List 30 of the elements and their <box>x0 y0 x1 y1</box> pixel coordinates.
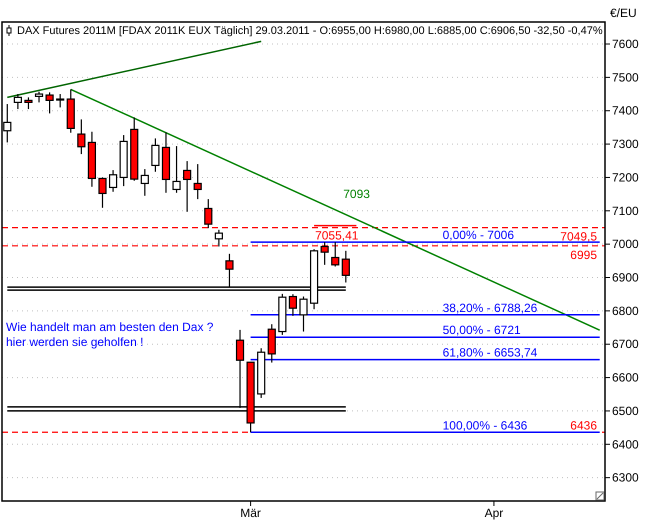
annotation: hier werden sie geholfen ! <box>6 335 144 349</box>
y-tick-label: 7500 <box>612 70 640 84</box>
ref-line-label: 6436 <box>570 418 598 432</box>
y-tick-label: 7200 <box>612 170 640 184</box>
series-label: 7093 <box>343 186 370 201</box>
y-tick-label: 7400 <box>612 104 640 118</box>
chart-subtitle: DAX Futures 2011M [FDAX 2011K EUX Täglich] 29.03.2011 - O:6955,00 H:6980,00 L:6885,00 C:6906,50 -32,50 -0,47% <box>17 25 603 37</box>
y-tick-label: 6300 <box>612 470 640 485</box>
series-label: 100,00% - 6436 <box>442 418 528 432</box>
annotation: Wie handelt man am besten den Dax ? <box>6 320 214 334</box>
x-tick-label: Mär <box>240 506 261 520</box>
y-tick-label: 7300 <box>612 137 640 152</box>
y-tick-label: 6800 <box>612 304 640 318</box>
series-label: 7055,41 <box>315 228 359 243</box>
ref-line-label: 7049,5 <box>560 230 598 244</box>
series-label: 38,20% - 6788,26 <box>442 300 538 315</box>
y-tick-label: 7100 <box>612 204 640 218</box>
x-tick-label: Apr <box>484 506 504 520</box>
y-tick-label: 7000 <box>612 237 640 252</box>
y-tick-label: 6900 <box>612 270 640 285</box>
y-tick-label: 6700 <box>612 337 640 352</box>
y-tick-label: 7600 <box>612 37 640 52</box>
y-tick-label: 6600 <box>612 370 640 385</box>
series-label: 50,00% - 6721 <box>442 323 521 338</box>
ref-line-label: 6995 <box>570 248 598 262</box>
y-tick-label: 6500 <box>612 404 640 418</box>
series-label: 61,80% - 6653,74 <box>442 346 538 360</box>
series-label: 0,00% - 7006 <box>442 228 514 242</box>
y-tick-label: 6400 <box>612 437 640 452</box>
y-axis-title: €/EU <box>610 6 637 20</box>
